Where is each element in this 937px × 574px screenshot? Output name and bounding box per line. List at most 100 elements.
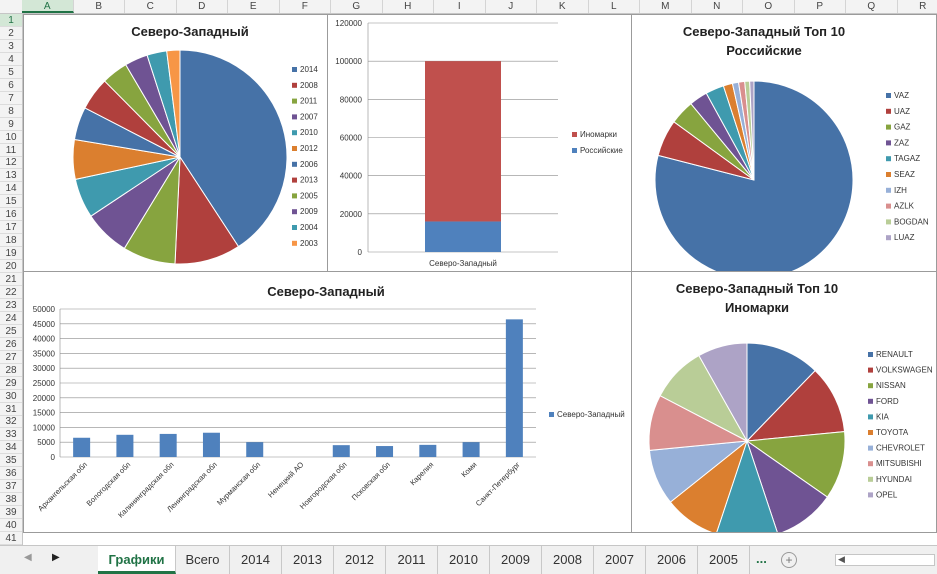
row-header-10[interactable]: 10 <box>0 131 22 144</box>
row-header-16[interactable]: 16 <box>0 208 22 222</box>
row-header-36[interactable]: 36 <box>0 467 22 481</box>
legend-label-2011: 2011 <box>300 97 318 106</box>
row-header-17[interactable]: 17 <box>0 221 22 235</box>
row-header-33[interactable]: 33 <box>0 428 22 442</box>
row-header-37[interactable]: 37 <box>0 480 22 494</box>
legend-swatch-MITSUBISHI <box>868 461 873 467</box>
sheet-tab-Всего[interactable]: Всего <box>176 546 230 574</box>
column-header-L[interactable]: L <box>589 0 640 13</box>
legend-swatch-GAZ <box>886 124 891 130</box>
more-sheets-indicator[interactable]: ... <box>756 551 767 566</box>
prev-sheet-icon[interactable]: ◀ <box>24 552 32 563</box>
legend-swatch-AZLK <box>886 203 891 209</box>
column-header-D[interactable]: D <box>177 0 228 13</box>
row-header-4[interactable]: 4 <box>0 53 22 66</box>
row-header-2[interactable]: 2 <box>0 27 22 40</box>
next-sheet-icon[interactable]: ▶ <box>52 552 60 563</box>
row-header-39[interactable]: 39 <box>0 506 22 520</box>
column-header-M[interactable]: M <box>640 0 692 13</box>
row-header-3[interactable]: 3 <box>0 40 22 53</box>
row-header-25[interactable]: 25 <box>0 325 22 338</box>
column-header-O[interactable]: O <box>743 0 795 13</box>
column-header-E[interactable]: E <box>228 0 280 13</box>
legend-label-2013: 2013 <box>300 176 318 185</box>
row-header-41[interactable]: 41 <box>0 532 22 545</box>
row-header-11[interactable]: 11 <box>0 144 22 157</box>
chart-nw-top10-russian[interactable]: Северо-Западный Топ 10 Российские VAZ UAZ GA… <box>631 14 937 280</box>
y-tick-label: 10000 <box>33 423 56 432</box>
legend-label-2014: 2014 <box>300 65 318 74</box>
column-header-H[interactable]: H <box>383 0 434 13</box>
horizontal-scrollbar[interactable]: ◀ <box>835 554 935 566</box>
column-header-Q[interactable]: Q <box>846 0 898 13</box>
row-header-9[interactable]: 9 <box>0 118 22 131</box>
chart-nw-top10-foreign[interactable]: Северо-Западный Топ 10 Иномарки RENAULT VOL… <box>631 271 937 540</box>
column-header-P[interactable]: P <box>795 0 846 13</box>
x-tick-label-Санкт-Петербург: Санкт-Петербург <box>474 460 522 508</box>
scroll-left-icon[interactable]: ◀ <box>838 554 845 564</box>
row-header-18[interactable]: 18 <box>0 234 22 248</box>
column-header-J[interactable]: J <box>486 0 537 13</box>
row-header-23[interactable]: 23 <box>0 299 22 312</box>
column-header-G[interactable]: G <box>331 0 383 13</box>
row-header-15[interactable]: 15 <box>0 195 22 209</box>
row-header-28[interactable]: 28 <box>0 364 22 377</box>
worksheet-grid[interactable]: Северо-Западный 2014 2008 2011 2007 2010 2012 2… <box>23 14 937 545</box>
column-header-R[interactable]: R <box>898 0 937 13</box>
legend-label-HYUNDAI: HYUNDAI <box>876 475 912 484</box>
bar-Санкт-Петербург <box>505 319 523 457</box>
legend-swatch-ZAZ <box>886 140 891 146</box>
row-header-13[interactable]: 13 <box>0 169 22 183</box>
row-header-14[interactable]: 14 <box>0 182 22 196</box>
row-header-35[interactable]: 35 <box>0 454 22 468</box>
chart-nw-years-pie[interactable]: Северо-Западный 2014 2008 2011 2007 2010 2012 2… <box>23 14 328 272</box>
row-header-20[interactable]: 20 <box>0 260 22 274</box>
row-header-8[interactable]: 8 <box>0 105 22 118</box>
column-header-F[interactable]: F <box>280 0 331 13</box>
row-header-34[interactable]: 34 <box>0 441 22 455</box>
sheet-tab-2011[interactable]: 2011 <box>386 546 438 574</box>
column-header-K[interactable]: K <box>537 0 589 13</box>
row-header-40[interactable]: 40 <box>0 519 22 533</box>
row-header-27[interactable]: 27 <box>0 351 22 364</box>
row-header-26[interactable]: 26 <box>0 338 22 351</box>
column-header-A[interactable]: A <box>22 0 74 13</box>
row-header-21[interactable]: 21 <box>0 273 22 286</box>
row-header-1[interactable]: 1 <box>0 14 22 27</box>
sheet-tab-2010[interactable]: 2010 <box>438 546 490 574</box>
column-header-B[interactable]: B <box>74 0 125 13</box>
row-header-32[interactable]: 32 <box>0 415 22 429</box>
row-header-38[interactable]: 38 <box>0 493 22 507</box>
column-header-N[interactable]: N <box>692 0 743 13</box>
row-header-19[interactable]: 19 <box>0 247 22 261</box>
sheet-tab-2008[interactable]: 2008 <box>542 546 594 574</box>
legend-swatch-IZH <box>886 187 891 193</box>
chart-title: Северо-Западный <box>267 284 385 299</box>
legend-swatch-2012 <box>292 146 297 151</box>
row-header-6[interactable]: 6 <box>0 79 22 92</box>
column-header-C[interactable]: C <box>125 0 177 13</box>
row-header-12[interactable]: 12 <box>0 156 22 170</box>
sheet-tab-2009[interactable]: 2009 <box>490 546 542 574</box>
column-header-I[interactable]: I <box>434 0 486 13</box>
sheet-tab-Графики[interactable]: Графики <box>98 546 176 574</box>
row-header-31[interactable]: 31 <box>0 403 22 416</box>
legend-label-NISSAN: NISSAN <box>876 381 906 390</box>
chart-nw-stacked-bar[interactable]: 0 20000 40000 60000 80000 100000 120000 Северо-… <box>327 14 632 272</box>
row-header-24[interactable]: 24 <box>0 312 22 325</box>
legend-swatch-CHEVROLET <box>868 445 873 451</box>
sheet-tab-2012[interactable]: 2012 <box>334 546 386 574</box>
sheet-tab-2014[interactable]: 2014 <box>230 546 282 574</box>
sheet-tab-2007[interactable]: 2007 <box>594 546 646 574</box>
pie-slice-OPEL <box>698 342 748 443</box>
row-header-29[interactable]: 29 <box>0 377 22 390</box>
sheet-tab-2005[interactable]: 2005 <box>698 546 750 574</box>
row-header-22[interactable]: 22 <box>0 286 22 299</box>
row-header-5[interactable]: 5 <box>0 66 22 79</box>
row-header-30[interactable]: 30 <box>0 390 22 403</box>
sheet-tab-2006[interactable]: 2006 <box>646 546 698 574</box>
add-sheet-icon[interactable]: + <box>781 552 797 568</box>
row-header-7[interactable]: 7 <box>0 92 22 105</box>
chart-nw-regions-bar[interactable]: Северо-Западный 0 5000 10000 15000 20000 25000… <box>23 271 632 533</box>
sheet-tab-2013[interactable]: 2013 <box>282 546 334 574</box>
